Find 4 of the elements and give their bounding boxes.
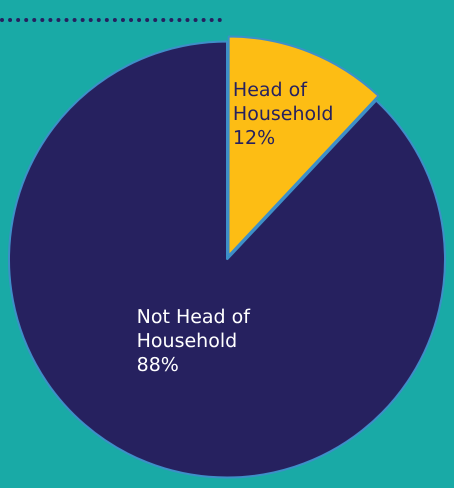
data-label: 12% (232, 127, 276, 150)
data-label: 88% (136, 354, 179, 376)
slice-label: Not Head of Household (136, 306, 252, 352)
slice-label: Head of Household (232, 79, 334, 126)
